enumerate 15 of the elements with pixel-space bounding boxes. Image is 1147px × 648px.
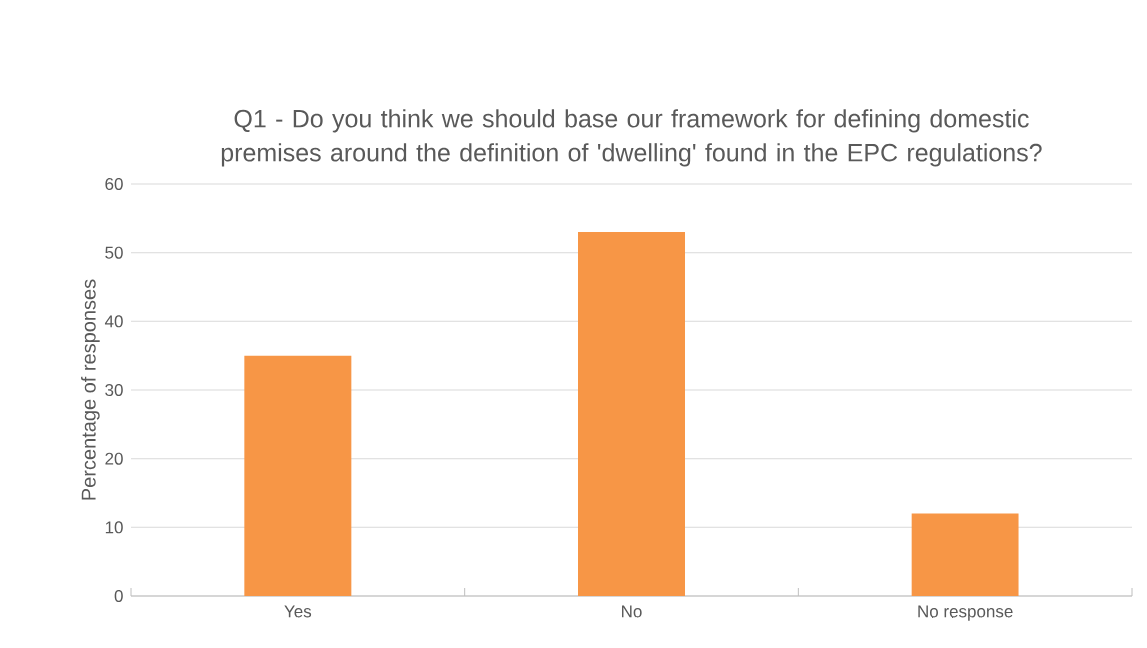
bar bbox=[911, 513, 1019, 596]
y-tick-label: 20 bbox=[105, 452, 123, 465]
x-tick-label: No response bbox=[918, 605, 1013, 621]
x-tick-label: Yes bbox=[284, 605, 312, 618]
y-tick-label: 40 bbox=[104, 315, 123, 328]
y-axis-title: Percentage of responses bbox=[81, 279, 100, 500]
y-tick-label: 30 bbox=[105, 383, 123, 397]
y-tick-label: 10 bbox=[105, 521, 123, 534]
y-tick-label: 60 bbox=[105, 177, 123, 191]
x-tick-label: No bbox=[622, 605, 642, 618]
chart-title: Q1 - Do you think we should base our framework for defining domestic premises around the definition of 'dwelling' found in the EPC regulations? bbox=[221, 109, 1042, 167]
y-tick-label: 50 bbox=[105, 246, 123, 259]
bar bbox=[578, 232, 686, 596]
y-tick-label: 0 bbox=[114, 589, 123, 603]
bar bbox=[244, 355, 352, 596]
